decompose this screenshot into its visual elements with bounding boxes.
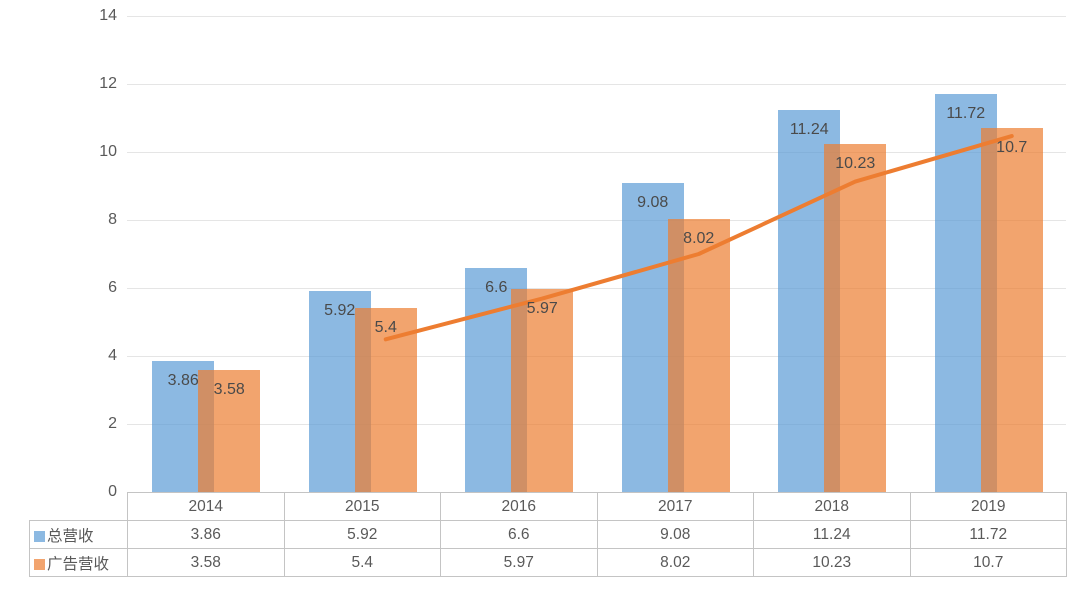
y-axis-tick-label: 6 [108,279,117,296]
year-cell-2016: 2016 [440,492,598,521]
gridline-12 [127,84,1066,85]
year-cell-2014: 2014 [127,492,285,521]
gridline-4 [127,356,1066,357]
value-cell-total-revenue-2015: 5.92 [283,520,441,549]
bar-ad-revenue-2019 [980,128,1043,492]
data-label-total-revenue-2017: 9.08 [637,194,669,212]
y-axis-tick-label: 14 [99,7,117,24]
legend-cell-total-revenue: 总营收 [29,520,128,549]
gridline-8 [127,220,1066,221]
data-label-total-revenue-2014: 3.86 [167,371,199,389]
table-row-years: 2014 2015 2016 2017 2018 2019 [30,492,1067,521]
value-cell-ad-revenue-2018: 10.23 [753,548,911,577]
year-cell-2017: 2017 [596,492,754,521]
data-label-ad-revenue-2017: 8.02 [683,230,715,248]
year-cell-2015: 2015 [283,492,441,521]
bar-ad-revenue-2018 [824,144,887,492]
value-cell-ad-revenue-2014: 3.58 [127,548,285,577]
gridline-2 [127,424,1066,425]
gridline-6 [127,288,1066,289]
table-row-total-revenue: 总营收 3.86 5.92 6.6 9.08 11.24 11.72 [29,520,1067,549]
value-cell-ad-revenue-2017: 8.02 [596,548,754,577]
data-label-total-revenue-2016: 6.6 [485,278,508,296]
value-cell-total-revenue-2017: 9.08 [596,520,754,549]
data-label-total-revenue-2019: 11.72 [946,104,986,122]
value-cell-total-revenue-2016: 6.6 [440,520,598,549]
y-axis-tick-label: 12 [99,75,117,92]
value-cell-ad-revenue-2019: 10.7 [909,548,1067,577]
bar-ad-revenue-2017 [667,219,730,492]
gridline-10 [127,152,1066,153]
legend-swatch-ad-revenue [34,558,45,570]
bar-ad-revenue-2016 [511,289,574,492]
legend-swatch-total-revenue [34,530,45,542]
value-cell-total-revenue-2019: 11.72 [909,520,1067,549]
data-label-ad-revenue-2018: 10.23 [835,155,876,173]
y-axis-tick-label: 0 [108,483,117,500]
data-label-ad-revenue-2019: 10.7 [996,139,1028,157]
value-cell-total-revenue-2018: 11.24 [753,520,911,549]
value-cell-total-revenue-2014: 3.86 [127,520,285,549]
year-cell-2018: 2018 [753,492,911,521]
y-axis-tick-label: 8 [108,211,117,228]
table-row-ad-revenue: 广告营收 3.58 5.4 5.97 8.02 10.23 10.7 [29,548,1067,577]
value-cell-ad-revenue-2016: 5.97 [440,548,598,577]
y-axis-tick-label: 2 [108,415,117,432]
value-cell-ad-revenue-2015: 5.4 [283,548,441,577]
bar-ad-revenue-2014 [198,370,261,492]
year-cell-2019: 2019 [909,492,1067,521]
data-label-ad-revenue-2016: 5.97 [526,300,558,318]
y-axis-tick-label: 4 [108,347,117,364]
data-label-total-revenue-2018: 11.24 [789,120,829,138]
y-axis-tick-label: 10 [99,143,117,160]
data-label-ad-revenue-2014: 3.58 [213,381,245,399]
data-label-total-revenue-2015: 5.92 [324,301,356,319]
gridline-14 [127,16,1066,17]
data-label-ad-revenue-2015: 5.4 [374,319,397,337]
table-stub-cell [30,493,128,521]
legend-label-total-revenue: 总营收 [47,527,94,545]
legend-cell-ad-revenue: 广告营收 [29,548,128,577]
legend-label-ad-revenue: 广告营收 [47,555,110,573]
chart-data-table: 2014 2015 2016 2017 2018 2019 总营收 3.86 5.92 6.6 9.… [29,492,1067,577]
